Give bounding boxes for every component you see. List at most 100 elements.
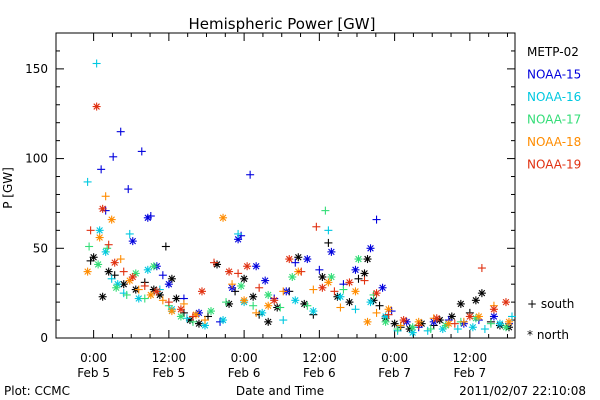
data-point-noaa-16-south: [234, 229, 243, 238]
x-axis-label: Date and Time: [236, 384, 324, 398]
data-point-noaa-19-south: [450, 319, 459, 328]
data-point-noaa-17-north: [354, 255, 363, 264]
data-point-noaa-18-south: [158, 296, 167, 305]
data-point-noaa-18-north: [95, 233, 104, 242]
data-point-noaa-18-north: [351, 287, 360, 296]
data-point-noaa-16-south: [480, 325, 489, 334]
data-point-metp-02-north: [240, 274, 249, 283]
data-point-noaa-19-north: [270, 296, 279, 305]
data-point-noaa-17-south: [140, 294, 149, 303]
data-point-metp-02-north: [249, 292, 258, 301]
data-point-noaa-16-south: [92, 59, 101, 68]
data-point-noaa-17-south: [276, 303, 285, 312]
data-point-noaa-16-north: [468, 323, 477, 332]
x-tick-time-label: 12:00: [152, 351, 187, 365]
data-point-noaa-19-south: [312, 222, 321, 231]
data-point-noaa-15-north: [128, 237, 137, 246]
data-point-noaa-16-north: [309, 307, 318, 316]
data-point-noaa-16-south: [453, 325, 462, 334]
data-point-metp-02-south: [375, 301, 384, 310]
x-tick-date-label: Feb 5: [153, 366, 186, 380]
data-point-noaa-17-north: [112, 283, 121, 292]
x-tick-date-label: Feb 7: [378, 366, 411, 380]
data-point-noaa-17-south: [486, 319, 495, 328]
data-point-noaa-16-north: [143, 265, 152, 274]
data-point-noaa-19-north: [399, 316, 408, 325]
data-point-noaa-19-north: [489, 305, 498, 314]
data-point-noaa-19-south: [104, 240, 113, 249]
data-point-noaa-17-north: [207, 307, 216, 316]
data-point-noaa-16-north: [366, 298, 375, 307]
data-point-noaa-19-south: [119, 267, 128, 276]
data-point-noaa-17-south: [222, 298, 231, 307]
data-point-noaa-19-north: [432, 314, 441, 323]
data-point-noaa-17-south: [103, 244, 112, 253]
data-point-noaa-17-south: [321, 206, 330, 215]
data-point-noaa-15-south: [137, 147, 146, 156]
data-point-noaa-17-south: [122, 290, 131, 299]
data-point-noaa-16-south: [351, 305, 360, 314]
data-point-noaa-18-north: [240, 296, 249, 305]
data-point-noaa-18-north: [167, 307, 176, 316]
legend-item-noaa-16: NOAA-16: [527, 90, 581, 104]
data-point-noaa-16-north: [219, 316, 228, 325]
data-point-noaa-17-south: [249, 301, 258, 310]
data-point-noaa-16-south: [83, 177, 92, 186]
data-point-noaa-17-north: [176, 312, 185, 321]
data-point-noaa-19-north: [92, 102, 101, 111]
data-point-noaa-15-south: [97, 165, 106, 174]
data-point-noaa-18-south: [101, 192, 110, 201]
data-point-noaa-19-south: [234, 269, 243, 278]
data-point-noaa-18-north: [146, 290, 155, 299]
data-point-noaa-17-north: [237, 281, 246, 290]
data-point-noaa-19-north: [372, 289, 381, 298]
data-point-metp-02-north: [456, 299, 465, 308]
data-point-metp-02-south: [324, 238, 333, 247]
satellite-legend: METP-02 NOAA-15 NOAA-16 NOAA-17 NOAA-18 NOAA-…: [527, 45, 581, 172]
legend-item-metp-02: METP-02: [527, 45, 579, 59]
data-point-metp-02-north: [345, 298, 354, 307]
data-point-noaa-18-south: [116, 255, 125, 264]
legend-item-noaa-15: NOAA-15: [527, 68, 581, 82]
data-point-noaa-18-south: [336, 303, 345, 312]
data-point-noaa-16-south: [107, 274, 116, 283]
data-point-noaa-19-north: [285, 255, 294, 264]
data-point-noaa-18-north: [504, 317, 513, 326]
data-point-noaa-19-south: [414, 321, 423, 330]
data-point-metp-02-north: [390, 319, 399, 328]
data-point-metp-02-north: [318, 273, 327, 281]
data-point-noaa-15-north: [164, 280, 173, 289]
data-point-noaa-15-north: [261, 276, 270, 285]
data-point-noaa-19-north: [98, 204, 107, 213]
data-point-noaa-16-south: [182, 314, 191, 323]
data-point-metp-02-north: [264, 317, 273, 326]
data-point-noaa-19-north: [128, 273, 137, 281]
x-tick-date-label: Feb 7: [454, 366, 487, 380]
data-point-noaa-18-south: [279, 287, 288, 296]
data-point-noaa-15-north: [378, 283, 387, 292]
data-point-noaa-19-north: [110, 258, 119, 267]
hemisphere-legend-south: + south: [527, 297, 574, 311]
data-point-noaa-15-south: [124, 185, 133, 194]
data-point-noaa-16-north: [495, 319, 504, 328]
data-point-noaa-17-north: [288, 273, 297, 281]
data-point-noaa-16-north: [101, 247, 110, 256]
data-point-metp-02-south: [354, 274, 363, 283]
data-point-noaa-18-north: [474, 312, 483, 321]
data-point-noaa-16-north: [95, 226, 104, 235]
data-point-noaa-16-south: [279, 316, 288, 325]
data-point-noaa-18-south: [372, 308, 381, 317]
data-point-noaa-16-south: [324, 226, 333, 235]
data-point-noaa-17-south: [426, 325, 435, 334]
data-point-noaa-15-south: [315, 265, 324, 274]
data-point-noaa-19-south: [297, 267, 306, 276]
data-point-noaa-15-south: [109, 152, 118, 161]
data-point-noaa-19-south: [360, 276, 369, 285]
y-tick-label: 50: [33, 241, 48, 255]
legend-item-noaa-19: NOAA-19: [527, 158, 581, 172]
y-tick-label: 150: [25, 62, 48, 76]
data-point-noaa-16-north: [408, 328, 417, 337]
data-point-noaa-18-north: [107, 215, 116, 224]
x-tick-time-label: 12:00: [453, 351, 488, 365]
